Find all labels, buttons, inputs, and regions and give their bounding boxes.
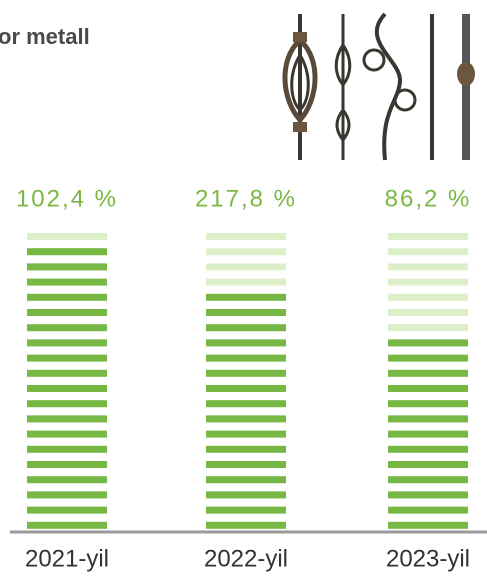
stripe [27,248,107,256]
stripe [206,506,286,514]
stripe [206,415,286,423]
value-label: 217,8 % [195,185,297,212]
stripe [206,461,286,468]
stripe [206,476,286,484]
stripe [388,248,468,256]
stripe [206,400,286,408]
stripe [388,476,468,484]
title: or metall [0,24,90,49]
stripe [206,263,286,271]
stripe [27,339,107,347]
stripe [27,400,107,408]
stripe [206,369,286,377]
stripe [388,521,468,529]
stripe [388,324,468,332]
stripe [388,461,468,468]
stripe [388,339,468,347]
stripe [206,278,286,286]
stripe [27,476,107,484]
year-label: 2023-yil [386,545,470,572]
stripe [388,400,468,408]
stripe [388,430,468,438]
stripe [206,293,286,301]
stripe [388,491,468,499]
stripe [206,233,286,240]
stripe [27,461,107,468]
stripe [27,430,107,438]
stripe [27,521,107,529]
stripe [388,369,468,377]
stripe [388,309,468,316]
stripe [27,491,107,499]
stripe [27,354,107,362]
stripe [388,385,468,392]
stripe [206,354,286,362]
stripe [27,445,107,453]
stripe [388,354,468,362]
stripe [27,233,107,240]
stripe [206,248,286,256]
value-label: 102,4 % [16,185,118,212]
stripe [206,445,286,453]
stripe [27,415,107,423]
stripe [206,430,286,438]
stripe [27,263,107,271]
stripe [388,415,468,423]
stripe [27,369,107,377]
stripe [388,278,468,286]
stripe [388,293,468,301]
stripe [206,339,286,347]
value-label: 86,2 % [385,185,472,212]
year-label: 2022-yil [204,545,288,572]
stripe [206,521,286,529]
stripe [27,278,107,286]
stripe [388,263,468,271]
stripe [206,309,286,316]
stripe [388,233,468,240]
stripe [388,445,468,453]
stripe [27,309,107,316]
stripe [206,491,286,499]
stripe [27,324,107,332]
baluster-photo [266,10,487,162]
stripe [27,385,107,392]
year-label: 2021-yil [25,545,109,572]
stripe [388,506,468,514]
stripe [27,293,107,301]
stripe [27,506,107,514]
stripe [206,324,286,332]
stripe [206,385,286,392]
